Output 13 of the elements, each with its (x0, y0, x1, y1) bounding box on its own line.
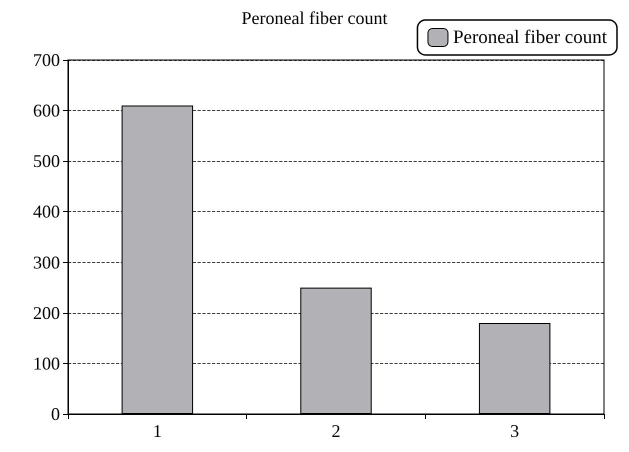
y-tick-label: 0 (51, 404, 60, 424)
y-tick-label: 400 (33, 202, 60, 222)
legend-label: Peroneal fiber count (452, 27, 608, 48)
y-tick-label: 600 (33, 100, 60, 121)
chart-title: Peroneal fiber count (242, 8, 388, 28)
x-tick-label: 2 (332, 421, 340, 441)
y-tick-label: 500 (33, 151, 60, 172)
x-tick-label: 1 (152, 421, 162, 441)
x-tick-label: 3 (510, 421, 520, 441)
y-tick-label: 300 (33, 252, 60, 272)
y-tick-label: 200 (33, 302, 60, 323)
y-tick-label: 100 (33, 353, 60, 374)
y-tick-label: 700 (33, 50, 60, 70)
